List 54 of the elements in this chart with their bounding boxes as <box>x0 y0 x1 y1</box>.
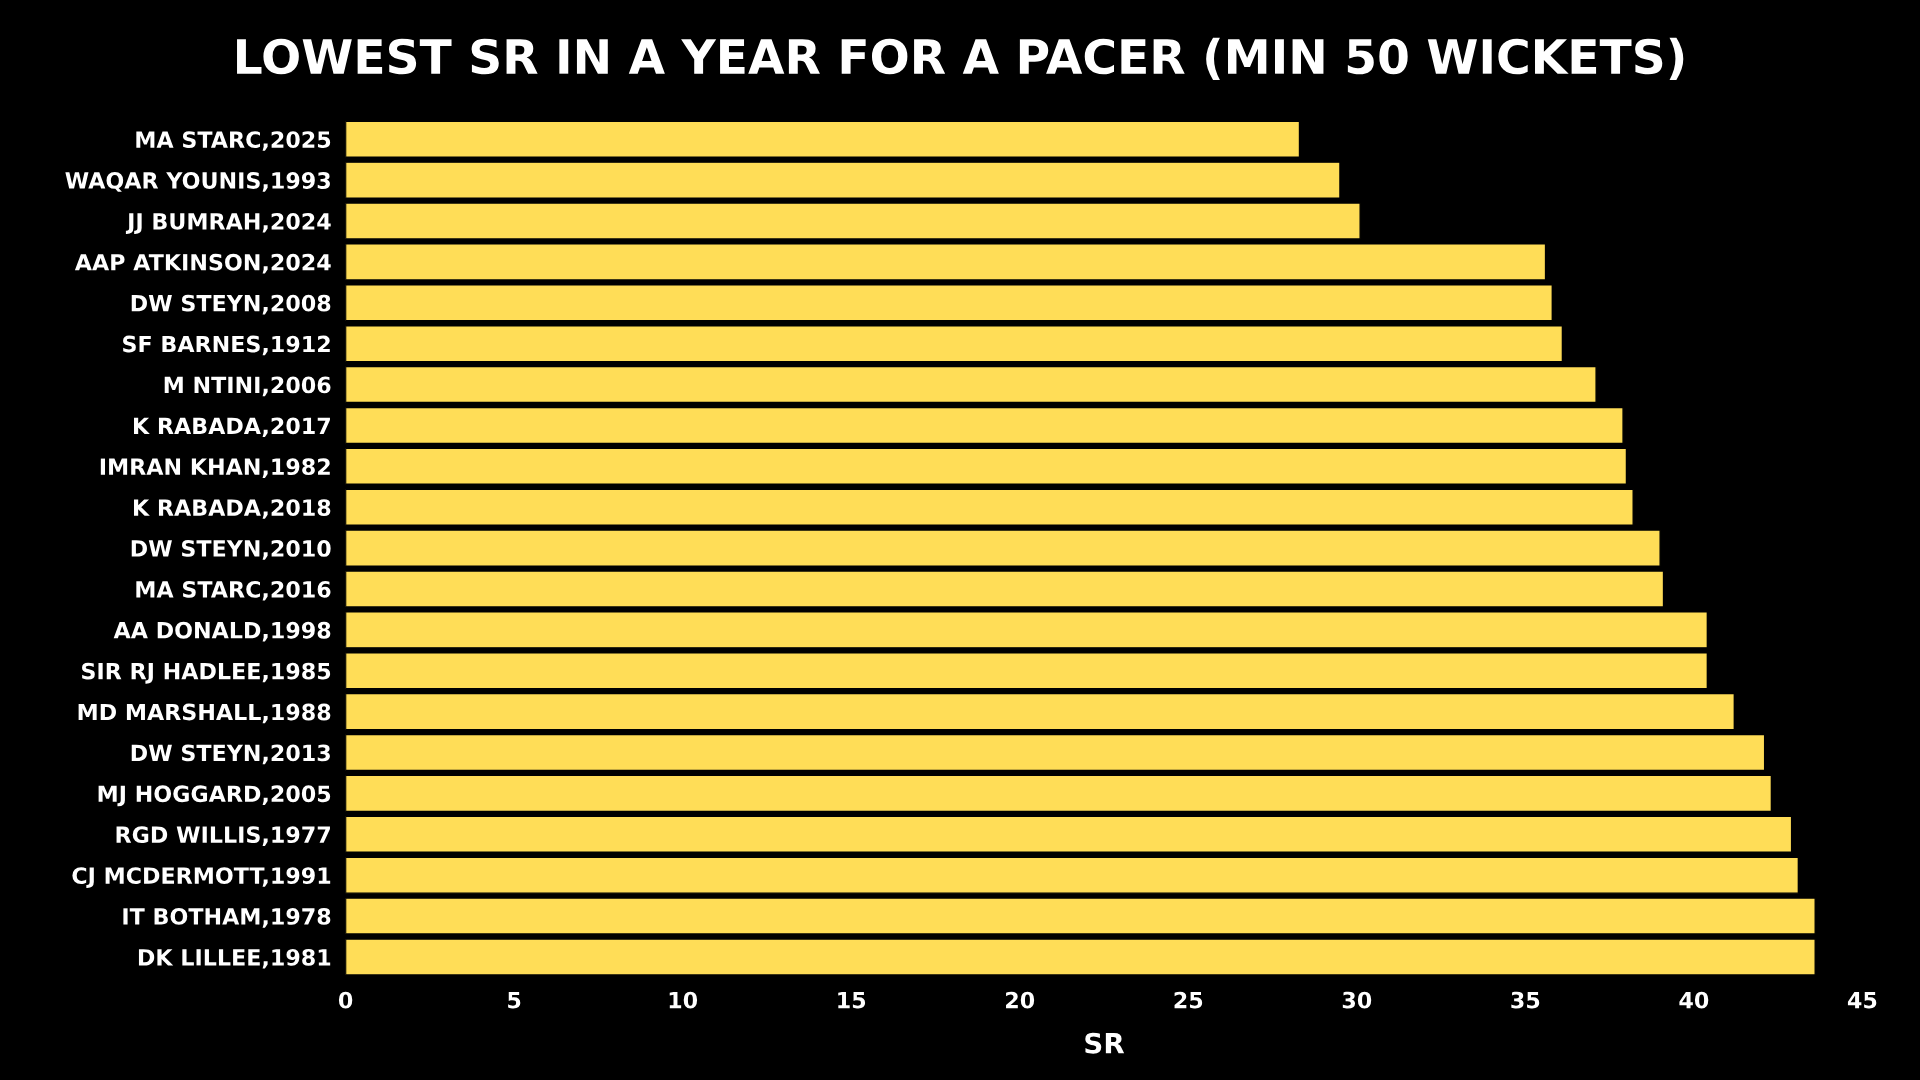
bar <box>345 488 1634 526</box>
y-tick-label: MJ HOGGARD,2005 <box>98 785 331 807</box>
x-tick-label: 25 <box>1174 991 1203 1009</box>
x-tick-label: 0 <box>338 991 353 1009</box>
bar <box>345 284 1553 322</box>
y-tick-label: WAQAR YOUNIS,1993 <box>65 172 330 192</box>
x-tick-label: 45 <box>1847 991 1877 1009</box>
bar <box>345 161 1341 199</box>
y-tick-label: MA STARC,2025 <box>136 131 331 151</box>
bar <box>345 856 1800 894</box>
y-tick-label: SF BARNES,1912 <box>123 335 330 356</box>
bar <box>345 815 1793 853</box>
y-tick-label: JJ BUMRAH,2024 <box>125 212 331 234</box>
bar <box>345 243 1547 281</box>
x-tick-label: 15 <box>838 991 866 1009</box>
x-tick-label: 35 <box>1511 991 1540 1009</box>
bar <box>345 406 1624 445</box>
bar <box>345 447 1628 486</box>
bar <box>345 692 1736 731</box>
bar <box>345 652 1709 690</box>
bar <box>345 774 1773 813</box>
bar <box>345 529 1661 567</box>
y-tick-label: K RABADA,2017 <box>134 417 330 438</box>
y-tick-label: M NTINI,2006 <box>164 376 331 397</box>
y-tick-label: AA DONALD,1998 <box>113 621 331 642</box>
bar <box>345 897 1816 935</box>
bar <box>345 365 1597 404</box>
y-tick-label: IT BOTHAM,1978 <box>123 908 331 928</box>
y-tick-label: AAP ATKINSON,2024 <box>74 253 331 274</box>
chart-title: LOWEST SR IN A YEAR FOR A PACER (MIN 50 WICKETS) <box>237 37 1684 80</box>
y-tick-label: K RABADA,2018 <box>134 499 331 519</box>
y-tick-label: MD MARSHALL,1988 <box>78 703 331 724</box>
x-tick-label: 40 <box>1679 991 1709 1009</box>
y-tick-label: RGD WILLIS,1977 <box>116 826 330 846</box>
y-tick-label: DK LILLEE,1981 <box>138 948 331 969</box>
y-tick-label: DW STEYN,2013 <box>131 744 330 765</box>
x-tick-label: 30 <box>1342 991 1372 1009</box>
bar <box>345 570 1665 608</box>
bar <box>345 938 1816 976</box>
x-axis-title: SR <box>1085 1032 1125 1054</box>
bar <box>345 202 1361 240</box>
x-tick-label: 20 <box>1006 991 1035 1009</box>
y-tick-label: IMRAN KHAN,1982 <box>100 458 330 478</box>
y-tick-label: DW STEYN,2008 <box>131 294 331 315</box>
x-tick-label: 5 <box>508 991 521 1009</box>
y-tick-label: SIR RJ HADLEE,1985 <box>82 662 331 684</box>
bar <box>345 324 1564 363</box>
bar <box>345 611 1709 649</box>
y-tick-label: CJ MCDERMOTT,1991 <box>72 867 331 889</box>
x-tick-label: 10 <box>669 991 698 1009</box>
bar <box>345 733 1766 772</box>
y-tick-label: DW STEYN,2010 <box>131 540 331 560</box>
y-tick-label: MA STARC,2016 <box>136 580 331 601</box>
bar <box>345 120 1301 158</box>
